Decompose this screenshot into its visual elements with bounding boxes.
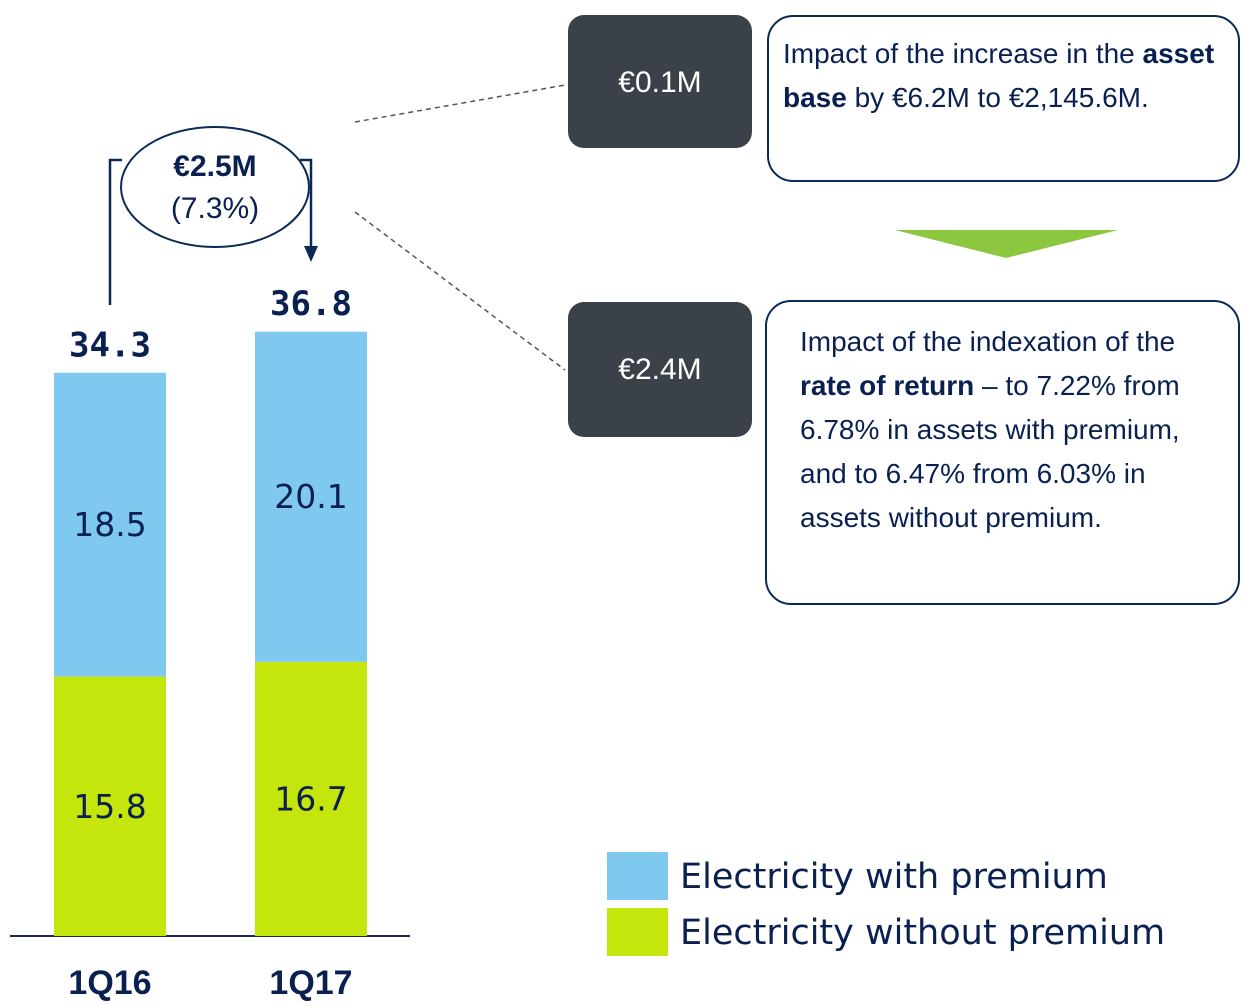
total-label: 36.8: [270, 284, 352, 324]
bar-segment: [255, 661, 367, 936]
segment-label: 16.7: [274, 779, 347, 818]
callout-box: [765, 300, 1240, 605]
text-part: by €6.2M to €2,145.6M.: [846, 82, 1149, 113]
x-tick-label: 1Q16: [68, 964, 151, 1002]
bar-segment: [54, 676, 166, 936]
x-tick-label: 1Q17: [269, 964, 352, 1002]
segment-label: 20.1: [274, 477, 347, 516]
bracket-right: [300, 158, 313, 248]
change-percent: (7.3%): [171, 192, 259, 225]
total-label: 34.3: [69, 325, 151, 365]
bar-segment: [54, 372, 166, 677]
callout-text: Impact of the increase in the asset base…: [783, 32, 1228, 120]
bracket-left: [108, 158, 122, 305]
bar-segment: [255, 331, 367, 662]
callout-text: Impact of the indexation of the rate of …: [800, 320, 1225, 540]
text-part: Impact of the increase in the: [783, 38, 1143, 69]
text-part: rate of return: [800, 370, 975, 401]
legend-swatch: [607, 852, 668, 900]
segment-label: 15.8: [73, 787, 146, 826]
amount-box: [568, 15, 752, 148]
legend-label: Electricity without premium: [680, 913, 1165, 953]
dashed-connector: [354, 84, 566, 123]
change-amount: €2.5M: [173, 150, 256, 183]
text-part: Impact of the indexation of the: [800, 326, 1176, 357]
arrow-head: [304, 246, 318, 262]
amount-box: [568, 302, 752, 437]
callout-box: [767, 15, 1240, 182]
legend-swatch: [607, 908, 668, 956]
text-part: asset base: [783, 38, 1215, 113]
callout-amount: €0.1M: [618, 66, 701, 99]
callout-amount: €2.4M: [618, 353, 701, 386]
down-arrow: [895, 230, 1118, 258]
dashed-connector: [354, 211, 566, 371]
change-ellipse: [120, 126, 310, 248]
segment-label: 18.5: [73, 505, 146, 544]
text-part: – to 7.22% from 6.78% in assets with pre…: [800, 370, 1180, 533]
legend-label: Electricity with premium: [680, 857, 1108, 897]
